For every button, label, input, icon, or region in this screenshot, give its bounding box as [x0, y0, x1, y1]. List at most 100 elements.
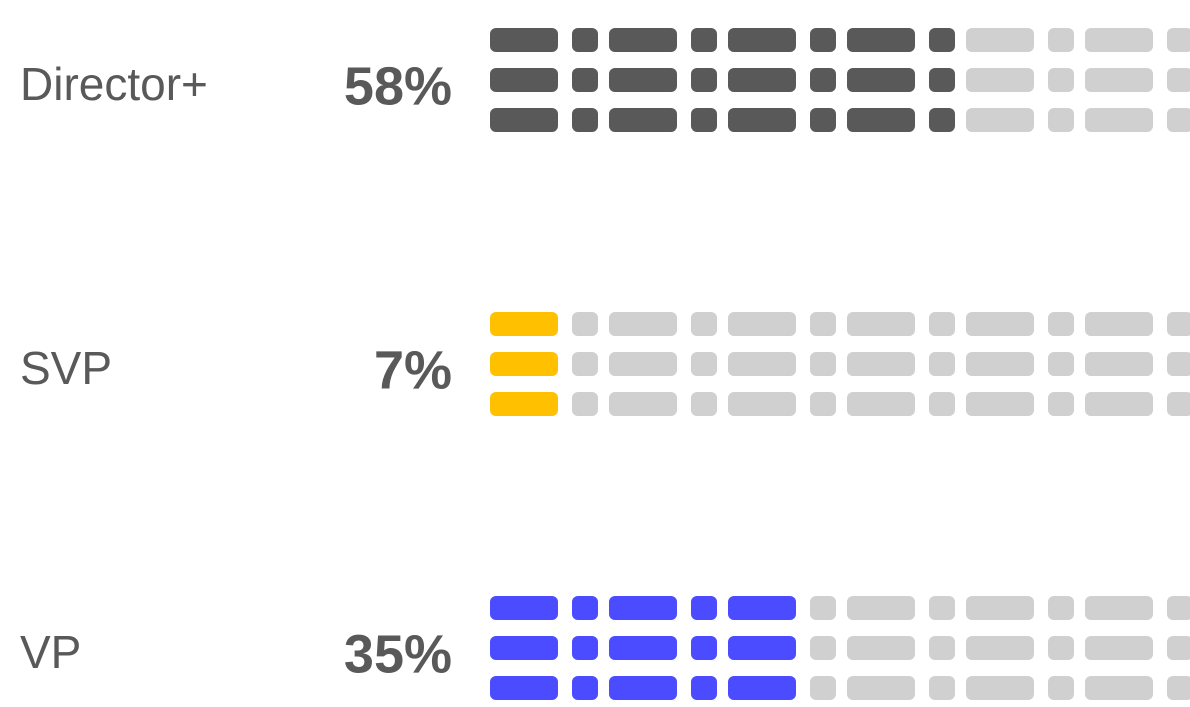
block [810, 392, 836, 416]
block [810, 28, 836, 52]
block [572, 28, 598, 52]
block [490, 312, 558, 336]
block [1085, 312, 1153, 336]
block [847, 352, 915, 376]
block [728, 676, 796, 700]
block [1085, 392, 1153, 416]
block [490, 636, 558, 660]
block [609, 392, 677, 416]
block [691, 392, 717, 416]
block [1048, 676, 1074, 700]
block [847, 68, 915, 92]
block [1048, 636, 1074, 660]
block [728, 108, 796, 132]
block [810, 68, 836, 92]
block [490, 108, 558, 132]
value-label: 58% [344, 56, 452, 116]
block [1167, 392, 1190, 416]
block [728, 636, 796, 660]
block [847, 312, 915, 336]
block [1085, 676, 1153, 700]
block [728, 392, 796, 416]
block [572, 108, 598, 132]
category-label: VP [20, 626, 81, 678]
block [1085, 636, 1153, 660]
block [1085, 108, 1153, 132]
block [691, 676, 717, 700]
block [1085, 352, 1153, 376]
block [966, 636, 1034, 660]
block [1167, 28, 1190, 52]
value-label: 7% [374, 340, 452, 400]
block [490, 596, 558, 620]
block [572, 392, 598, 416]
block [1048, 596, 1074, 620]
block [609, 108, 677, 132]
block [691, 312, 717, 336]
block [929, 312, 955, 336]
block [847, 108, 915, 132]
block [728, 596, 796, 620]
block [966, 392, 1034, 416]
block [929, 28, 955, 52]
block [929, 108, 955, 132]
block [810, 352, 836, 376]
block [1167, 108, 1190, 132]
block [1048, 352, 1074, 376]
block [490, 68, 558, 92]
block [572, 352, 598, 376]
block [1167, 68, 1190, 92]
block [1167, 636, 1190, 660]
block [1167, 352, 1190, 376]
block [1048, 28, 1074, 52]
block [728, 28, 796, 52]
block [847, 392, 915, 416]
block [1085, 596, 1153, 620]
block [691, 68, 717, 92]
block [929, 68, 955, 92]
block [966, 312, 1034, 336]
block [572, 636, 598, 660]
block [1048, 392, 1074, 416]
category-label: Director+ [20, 58, 208, 110]
block [572, 312, 598, 336]
block [1085, 28, 1153, 52]
block [728, 68, 796, 92]
block [609, 596, 677, 620]
block [966, 596, 1034, 620]
block [691, 596, 717, 620]
block [929, 636, 955, 660]
block [1167, 676, 1190, 700]
block [1048, 68, 1074, 92]
block [929, 352, 955, 376]
category-label: SVP [20, 342, 112, 394]
block [966, 68, 1034, 92]
block [1167, 312, 1190, 336]
block [966, 352, 1034, 376]
block [810, 108, 836, 132]
block [847, 28, 915, 52]
block [691, 108, 717, 132]
value-label: 35% [344, 624, 452, 684]
block [966, 108, 1034, 132]
block [609, 312, 677, 336]
block [490, 28, 558, 52]
block [490, 392, 558, 416]
block [929, 676, 955, 700]
block [490, 352, 558, 376]
block [966, 676, 1034, 700]
block [810, 676, 836, 700]
block [490, 676, 558, 700]
block [609, 68, 677, 92]
block [609, 352, 677, 376]
block [691, 636, 717, 660]
block [847, 676, 915, 700]
block [1167, 596, 1190, 620]
block [966, 28, 1034, 52]
block [1048, 108, 1074, 132]
block [1048, 312, 1074, 336]
block [810, 636, 836, 660]
block [572, 676, 598, 700]
